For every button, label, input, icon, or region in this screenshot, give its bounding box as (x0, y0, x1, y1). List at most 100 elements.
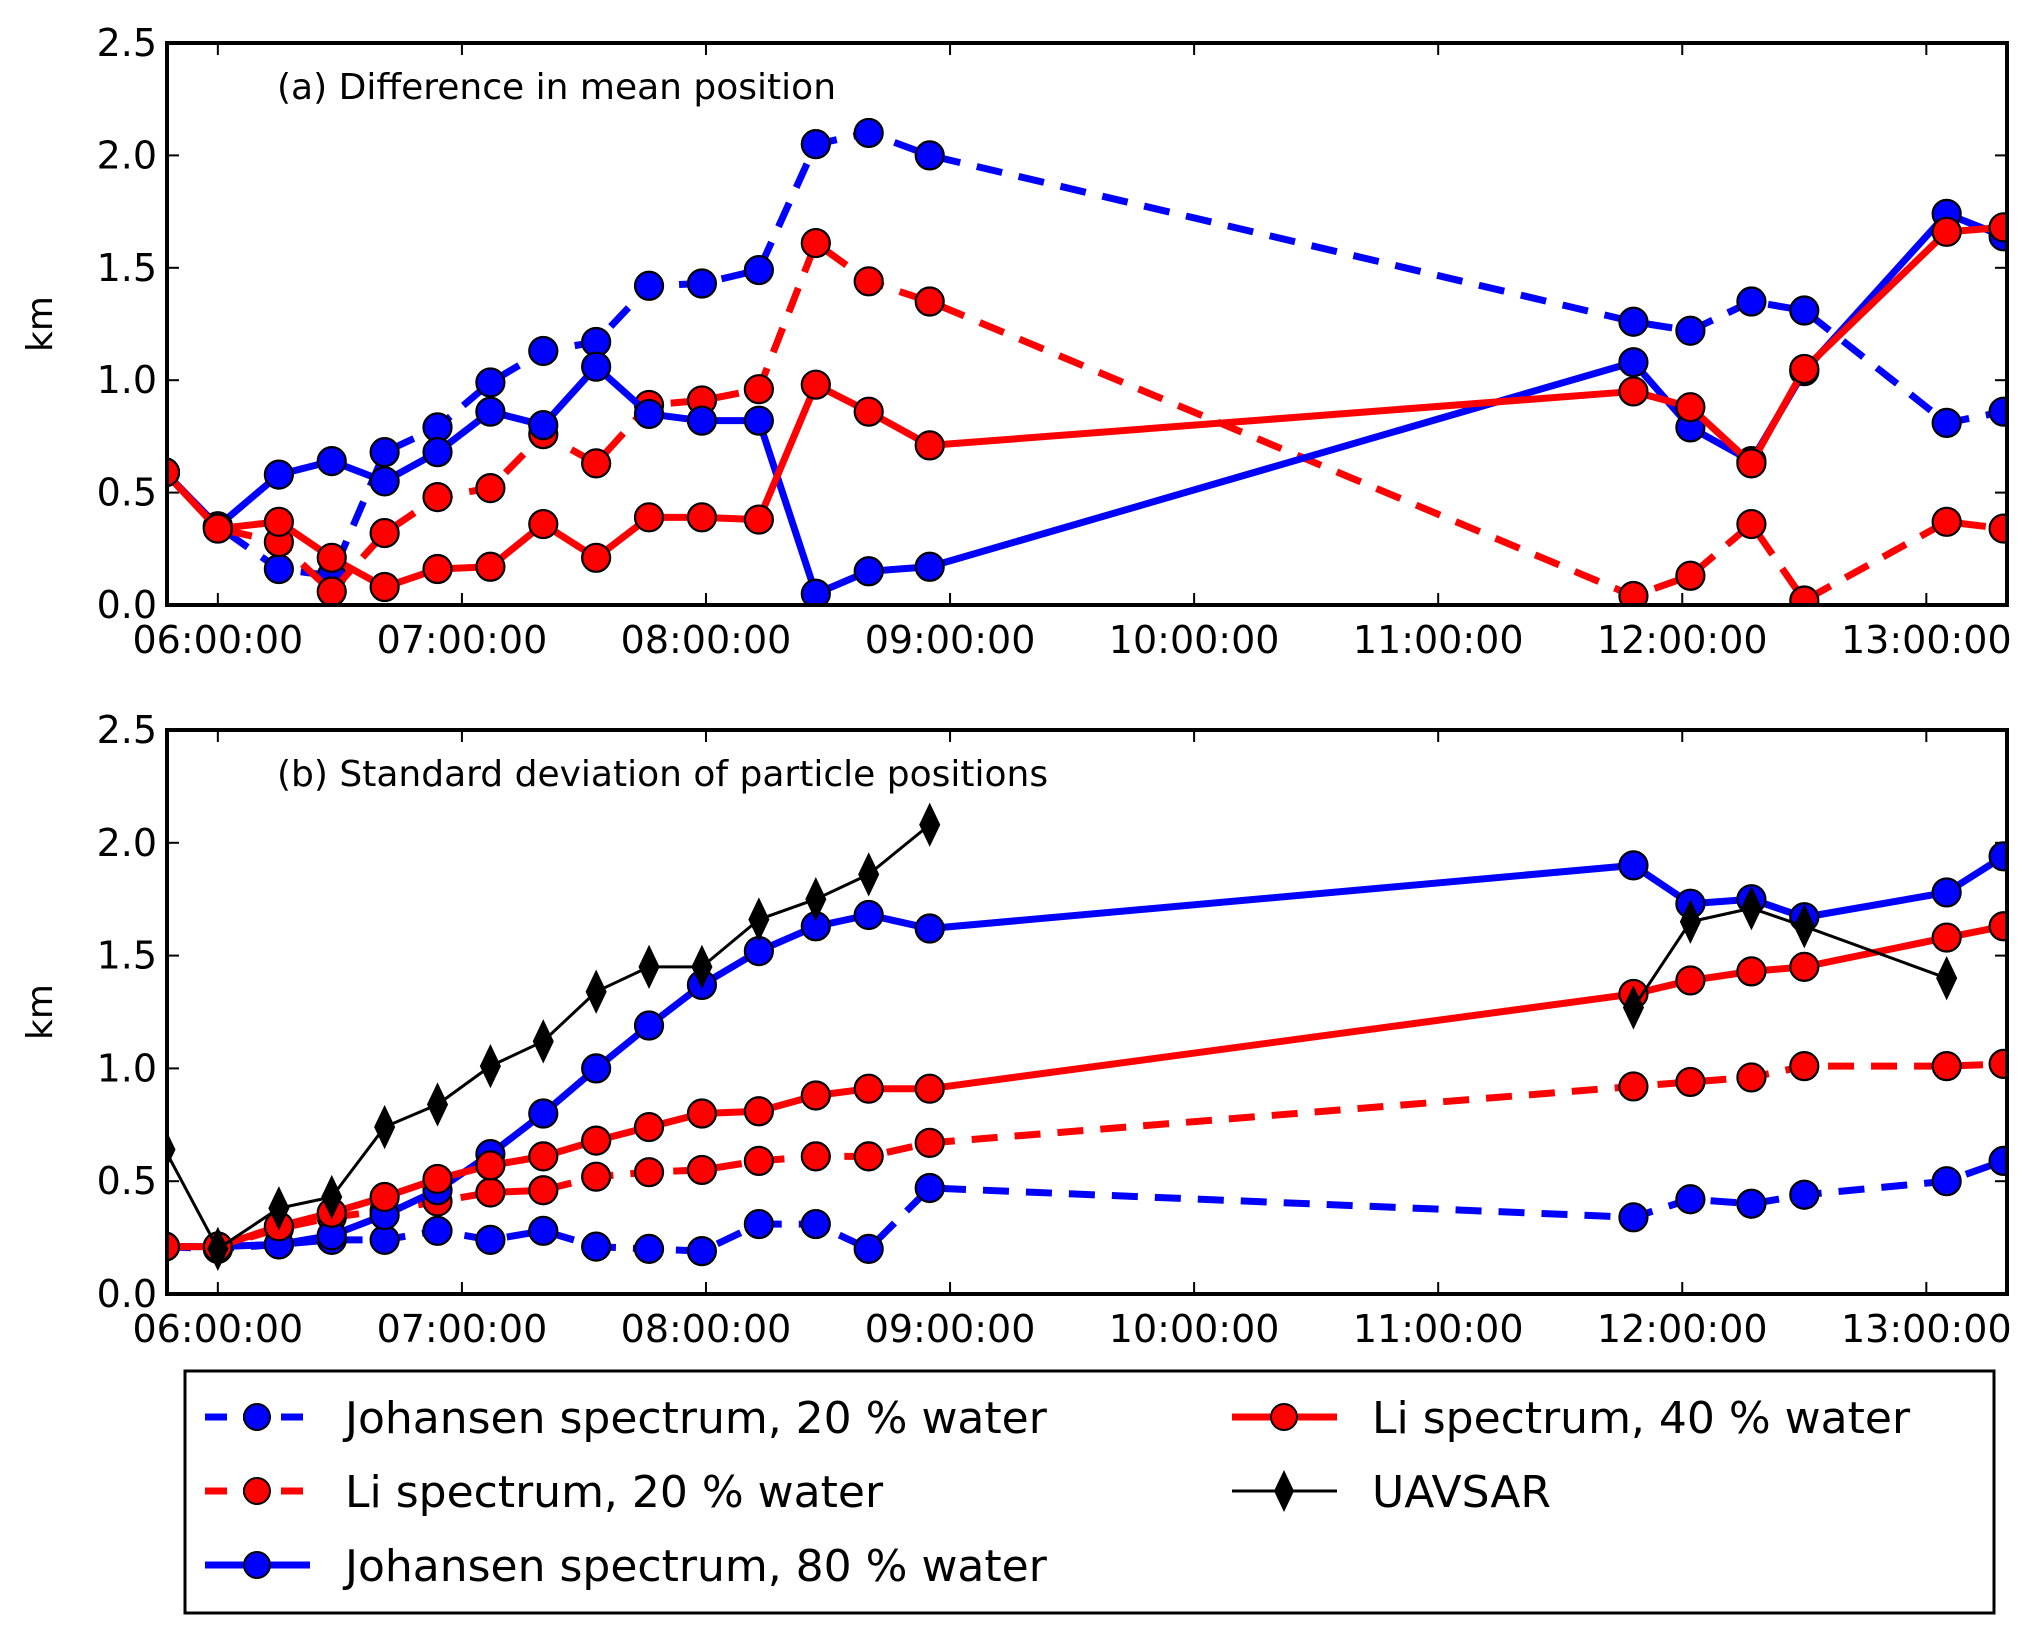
x-tick-label: 12:00:00 (1597, 1307, 1768, 1351)
data-point (686, 268, 718, 299)
data-point (1675, 315, 1706, 346)
data-point (528, 1215, 559, 1246)
data-point (1789, 1179, 1820, 1210)
y-tick-label: 1.5 (97, 934, 157, 978)
series-johansen80 (167, 198, 2007, 605)
legend-label: Li spectrum, 20 % water (345, 1467, 884, 1518)
x-tick-label: 10:00:00 (1109, 1307, 1280, 1351)
legend-entry-johansen20: Johansen spectrum, 20 % water (205, 1393, 1048, 1444)
data-point (914, 1127, 945, 1158)
x-tick-label: 08:00:00 (621, 1307, 792, 1351)
legend-label: Li spectrum, 40 % water (1372, 1393, 1911, 1444)
data-point (914, 286, 945, 317)
data-point (743, 1145, 774, 1176)
x-tick-label: 11:00:00 (1353, 1307, 1524, 1351)
data-point (1988, 911, 2007, 942)
data-point (369, 571, 400, 603)
data-point (743, 504, 774, 535)
data-point (800, 129, 831, 160)
data-point (1618, 1071, 1649, 1102)
data-point (263, 553, 294, 585)
data-point (914, 551, 945, 582)
series-line-johansen80 (167, 210, 2005, 598)
series-line-li20 (167, 1060, 2004, 1251)
data-point-diamond (374, 1104, 396, 1150)
data-point (1789, 585, 1820, 605)
data-point (528, 1175, 559, 1206)
series-line-uavsar (1632, 906, 1948, 1009)
data-point (1618, 850, 1649, 881)
data-point (1736, 956, 1767, 987)
data-point (202, 513, 233, 544)
data-point (167, 457, 181, 488)
data-point (853, 266, 884, 297)
x-tick-label: 07:00:00 (377, 618, 548, 662)
plot-area (167, 802, 2007, 1272)
data-point (1931, 922, 1962, 953)
data-point (581, 351, 612, 382)
series-line-li40 (167, 223, 2004, 591)
data-point (633, 270, 665, 301)
series-line-li20 (167, 239, 2005, 605)
data-point-diamond (805, 877, 827, 922)
y-axis-label: km (20, 296, 61, 352)
data-point (1618, 580, 1649, 605)
y-tick-label: 0.5 (97, 471, 157, 515)
x-tick-label: 09:00:00 (865, 1307, 1036, 1351)
data-point-diamond (479, 1043, 501, 1089)
data-point-diamond (858, 852, 880, 897)
data-point (1988, 513, 2007, 544)
data-point (1675, 392, 1706, 423)
x-tick-label: 13:00:00 (1841, 618, 2012, 662)
data-point (1736, 1188, 1767, 1219)
data-point (1736, 448, 1767, 479)
legend-marker-circle (1270, 1403, 1298, 1431)
legend-label: Johansen spectrum, 20 % water (342, 1393, 1048, 1444)
data-point-diamond (1622, 985, 1644, 1030)
data-point (475, 473, 506, 504)
data-point (581, 1231, 612, 1262)
data-point (853, 396, 884, 427)
legend-entry-uavsar: UAVSAR (1232, 1467, 1551, 1518)
y-tick-label: 0.5 (97, 1159, 157, 1203)
data-point (369, 517, 400, 549)
data-point (686, 1154, 718, 1186)
data-point (581, 1125, 612, 1156)
data-point (1618, 347, 1649, 378)
data-point (167, 1231, 181, 1262)
x-tick-label: 08:00:00 (621, 618, 792, 662)
data-point (369, 1181, 400, 1213)
y-tick-label: 1.5 (97, 246, 157, 290)
x-tick-label: 06:00:00 (133, 618, 304, 662)
data-point (1789, 1051, 1820, 1082)
data-point (853, 117, 884, 149)
data-point (633, 1010, 665, 1041)
data-point (743, 405, 774, 436)
legend-marker-circle (243, 1551, 271, 1579)
data-point (743, 374, 774, 405)
data-point (475, 367, 506, 398)
data-point (1988, 212, 2007, 243)
data-point (528, 1098, 559, 1129)
data-point (800, 369, 831, 400)
data-point (316, 576, 347, 605)
data-point-diamond (1740, 886, 1762, 931)
data-point (1988, 396, 2007, 427)
x-tick-label: 07:00:00 (377, 1307, 548, 1351)
data-point (475, 1177, 506, 1208)
data-point (914, 913, 945, 944)
legend: Johansen spectrum, 20 % water Li spectrum… (183, 1369, 1996, 1615)
panel-title: (b) Standard deviation of particle posit… (277, 754, 1048, 795)
data-point (316, 446, 347, 477)
data-point (528, 410, 559, 441)
data-point (633, 1157, 665, 1188)
series-li40 (167, 911, 2007, 1262)
data-point (914, 430, 945, 461)
data-point (1618, 376, 1649, 407)
y-tick-label: 2.5 (97, 708, 157, 752)
x-tick-label: 12:00:00 (1597, 618, 1768, 662)
data-point-diamond (207, 1226, 229, 1272)
data-point (263, 459, 294, 490)
data-point (686, 405, 718, 436)
data-point-diamond (268, 1186, 290, 1231)
